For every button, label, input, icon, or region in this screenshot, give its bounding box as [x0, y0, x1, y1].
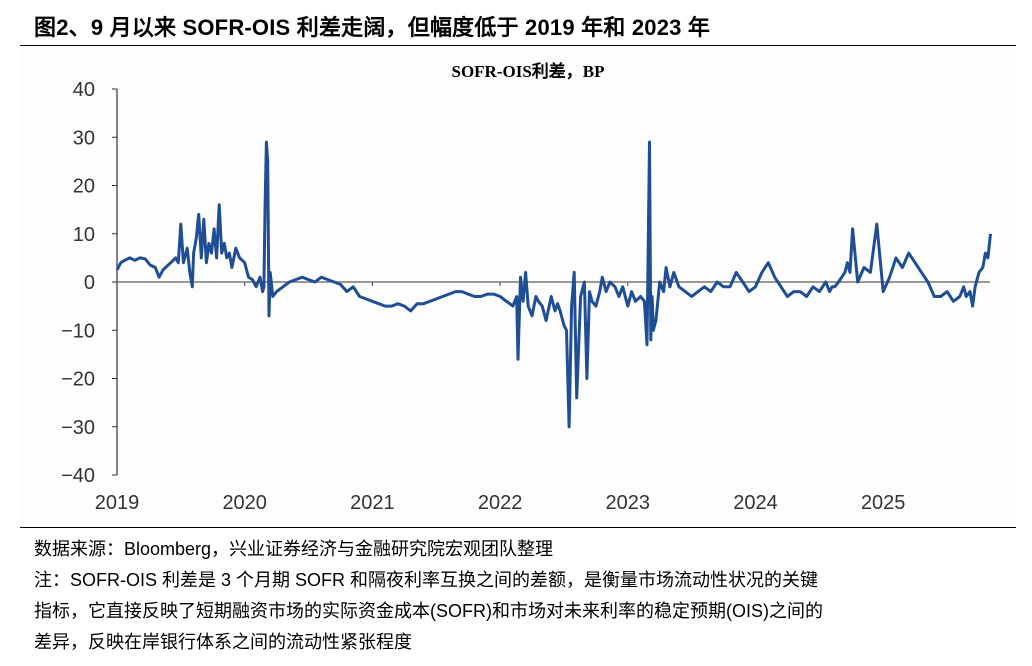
note-line-1: 注：SOFR-OIS 利差是 3 个月期 SOFR 和隔夜利率互换之间的差额，是… — [34, 570, 819, 590]
x-tick-label: 2021 — [350, 492, 395, 514]
top-divider — [20, 45, 1016, 46]
x-axis: 2019 2020 2021 2022 2023 2024 2025 — [95, 282, 906, 514]
x-tick-label: 2025 — [861, 492, 906, 514]
y-tick-label: 20 — [73, 176, 95, 198]
y-tick-label: 30 — [73, 127, 95, 149]
x-tick-label: 2022 — [478, 492, 523, 514]
y-tick-label: −40 — [61, 465, 95, 487]
note-line-3: 差异，反映在岸银行体系之间的流动性紧张程度 — [34, 632, 412, 652]
x-tick-label: 2023 — [606, 492, 651, 514]
sofr-ois-chart: SOFR-OIS利差，BP 40 30 20 10 0 −10 −20 −30 −40 2019… — [61, 61, 992, 514]
y-axis: 40 30 20 10 0 −10 −20 −30 −40 — [61, 79, 118, 487]
sofr-ois-series-line — [115, 140, 992, 429]
y-tick-label: −10 — [61, 320, 95, 342]
x-tick-label: 2019 — [95, 492, 140, 514]
source-text: 数据来源：Bloomberg，兴业证券经济与金融研究院宏观团队整理 — [34, 539, 554, 559]
x-tick-label: 2020 — [222, 492, 267, 514]
y-tick-label: 0 — [84, 272, 95, 294]
y-tick-label: −20 — [61, 369, 95, 391]
chart-area — [20, 46, 1016, 524]
y-tick-label: 10 — [73, 224, 95, 246]
bottom-divider — [20, 527, 1016, 528]
x-tick-label: 2024 — [733, 492, 778, 514]
y-tick-label: −30 — [61, 417, 95, 439]
figure-title: 图2、9 月以来 SOFR-OIS 利差走阔，但幅度低于 2019 年和 202… — [34, 15, 711, 40]
y-tick-label: 40 — [73, 79, 95, 101]
chart-title: SOFR-OIS利差，BP — [451, 61, 604, 81]
note-line-2: 指标，它直接反映了短期融资市场的实际资金成本(SOFR)和市场对未来利率的稳定预… — [34, 601, 823, 621]
